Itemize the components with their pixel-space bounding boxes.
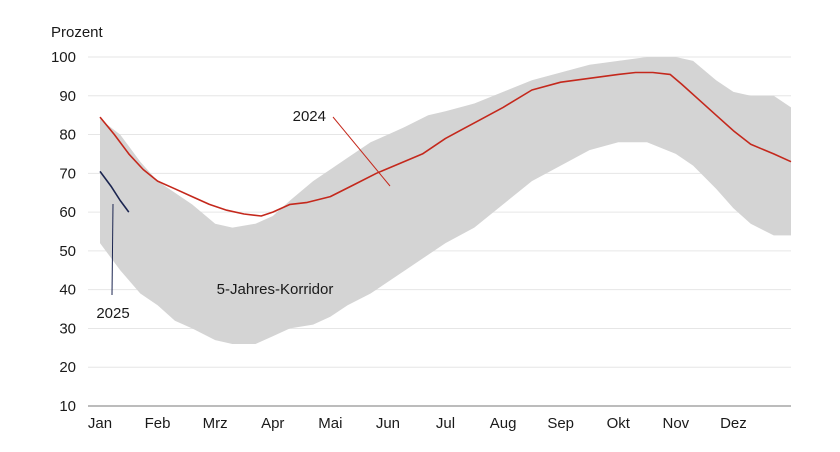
x-tick-label: Dez <box>720 415 747 432</box>
annotation-2025-leader <box>111 203 114 296</box>
y-tick-label: 60 <box>59 204 76 221</box>
x-tick-label: Aug <box>490 415 517 432</box>
corridor-band-layer <box>100 57 791 344</box>
x-tick-label: Jul <box>436 415 455 432</box>
y-axis-ticks: 10 20 30 40 50 60 70 80 90 100 <box>51 49 76 415</box>
y-tick-label: 40 <box>59 282 76 299</box>
y-axis-title: Prozent <box>51 24 104 41</box>
y-tick-label: 100 <box>51 49 76 66</box>
corridor-band <box>100 57 791 344</box>
annotations: 2024 2025 5-Jahres-Korridor <box>96 108 391 322</box>
series-line-2024 <box>99 71 792 217</box>
y-tick-label: 20 <box>59 359 76 376</box>
x-tick-label: Apr <box>261 415 284 432</box>
x-tick-label: Okt <box>607 415 631 432</box>
y-tick-label: 70 <box>59 165 76 182</box>
x-tick-label: Nov <box>662 415 689 432</box>
series-layer <box>99 71 792 217</box>
y-tick-label: 50 <box>59 243 76 260</box>
x-tick-label: Mai <box>318 415 342 432</box>
x-tick-label: Jun <box>376 415 400 432</box>
x-axis-ticks: Jan Feb Mrz Apr Mai Jun Jul Aug Sep Okt Nov Dez <box>88 415 747 432</box>
y-tick-label: 90 <box>59 88 76 105</box>
annotation-2025-label: 2025 <box>96 305 129 322</box>
y-tick-label: 10 <box>59 398 76 415</box>
x-tick-label: Jan <box>88 415 112 432</box>
x-tick-label: Feb <box>145 415 171 432</box>
x-tick-label: Mrz <box>203 415 228 432</box>
annotation-2024-leader <box>332 116 391 187</box>
x-tick-label: Sep <box>547 415 574 432</box>
y-tick-label: 80 <box>59 127 76 144</box>
series-line-2025 <box>99 170 130 213</box>
annotation-corridor-label: 5-Jahres-Korridor <box>217 281 334 298</box>
annotation-2024-label: 2024 <box>293 108 326 125</box>
y-tick-label: 30 <box>59 320 76 337</box>
